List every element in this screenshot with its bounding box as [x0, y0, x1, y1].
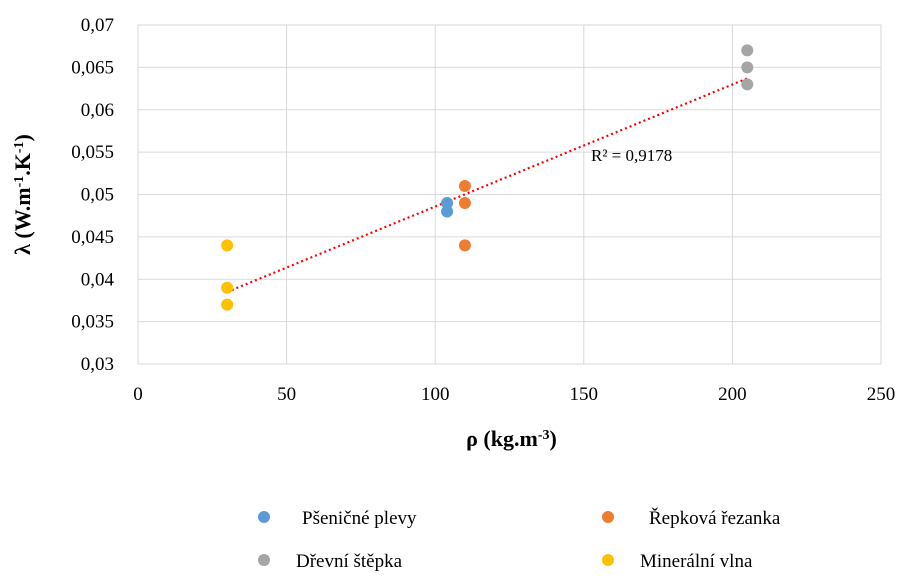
legend-marker [602, 554, 614, 566]
y-tick-label: 0,045 [71, 227, 114, 248]
data-points [221, 44, 754, 311]
legend-marker [602, 511, 614, 523]
data-point [221, 281, 234, 294]
r-squared-label: R² = 0,9178 [591, 146, 672, 165]
y-tick-label: 0,07 [81, 15, 114, 36]
grid [137, 24, 882, 365]
y-tick-label: 0,03 [81, 354, 114, 375]
x-tick-label: 0 [133, 384, 143, 405]
tick-labels: 0,03 0,035 0,04 0,045 0,05 0,055 0,06 0,065 0,07… [71, 15, 895, 405]
x-tick-label: 150 [570, 384, 599, 405]
data-point [741, 44, 754, 57]
y-tick-label: 0,06 [81, 100, 114, 121]
legend-label: Řepková řezanka [649, 507, 781, 529]
legend-label: Minerální vlna [640, 551, 753, 572]
data-point [458, 196, 471, 209]
y-tick-label: 0,05 [81, 185, 114, 206]
legend: Pšeničné plevy Řepková řezanka Dřevní štěp… [258, 507, 781, 572]
legend-marker [258, 511, 270, 523]
y-tick-label: 0,055 [71, 142, 114, 163]
x-axis-title: ρ (kg.m-3) [466, 426, 557, 451]
y-tick-label: 0,035 [71, 312, 114, 333]
y-tick-label: 0,04 [81, 269, 115, 290]
data-point [458, 180, 471, 193]
data-point [458, 239, 471, 252]
data-point [221, 298, 234, 311]
data-point [221, 239, 234, 252]
x-tick-label: 50 [277, 384, 296, 405]
legend-label: Dřevní štěpka [296, 551, 403, 572]
x-tick-label: 200 [718, 384, 747, 405]
data-point [741, 61, 754, 74]
x-tick-label: 250 [867, 384, 896, 405]
legend-marker [258, 554, 270, 566]
data-point [741, 78, 754, 91]
data-point [441, 196, 454, 209]
trendline-group [226, 77, 748, 293]
data-point [441, 205, 454, 218]
trendline [226, 77, 748, 293]
y-tick-label: 0,065 [71, 57, 114, 78]
y-axis-title: λ (W.m-1.K-1) [10, 134, 35, 255]
legend-label: Pšeničné plevy [302, 508, 417, 529]
x-tick-label: 100 [421, 384, 450, 405]
